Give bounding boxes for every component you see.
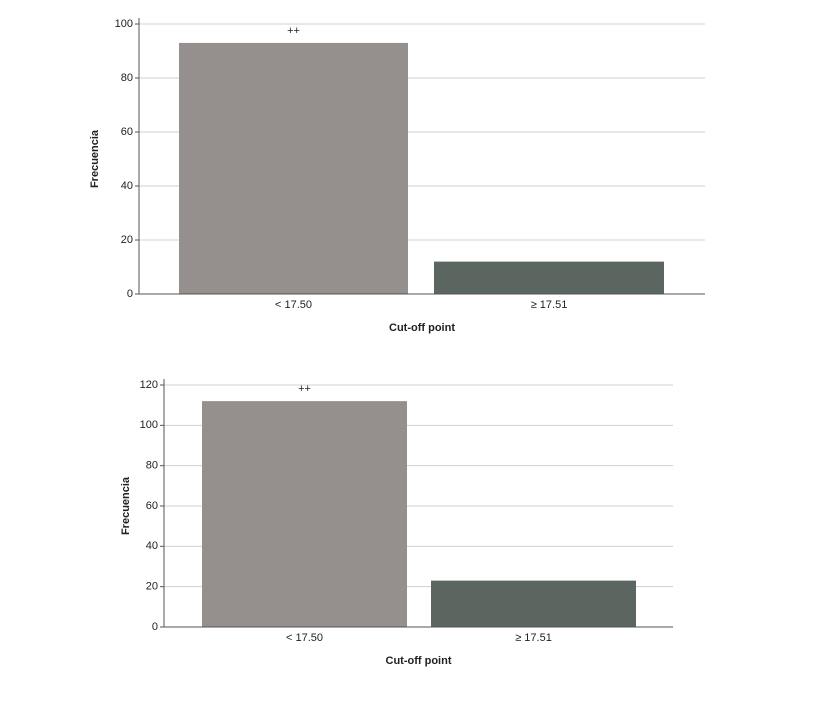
y-axis-title: Frecuencia — [89, 129, 101, 188]
y-tick-label: 40 — [121, 180, 133, 192]
y-tick-label: 20 — [146, 581, 158, 593]
x-tick-label: < 17.50 — [286, 632, 323, 644]
y-tick-label: 60 — [121, 126, 133, 138]
y-tick-label: 100 — [115, 18, 133, 30]
y-tick-label: 80 — [121, 72, 133, 84]
annotation: ++ — [287, 25, 300, 37]
y-tick-label: 40 — [146, 540, 158, 552]
bar — [431, 580, 636, 627]
x-tick-label: < 17.50 — [275, 299, 312, 311]
y-tick-label: 100 — [140, 419, 158, 431]
y-tick-label: 0 — [152, 621, 158, 633]
bar — [202, 401, 407, 627]
y-axis-title: Frecuencia — [120, 476, 132, 535]
bar — [179, 42, 408, 295]
y-tick-label: 60 — [146, 500, 158, 512]
y-tick-label: 0 — [127, 288, 133, 300]
x-axis-title: Cut-off point — [389, 322, 455, 334]
annotation: ++ — [298, 383, 311, 395]
x-tick-label: ≥ 17.51 — [531, 299, 568, 311]
y-tick-label: 20 — [121, 234, 133, 246]
bar — [434, 261, 664, 294]
x-axis-title: Cut-off point — [386, 655, 452, 667]
y-tick-label: 80 — [146, 460, 158, 472]
x-tick-label: ≥ 17.51 — [515, 632, 552, 644]
y-tick-label: 120 — [140, 379, 158, 391]
